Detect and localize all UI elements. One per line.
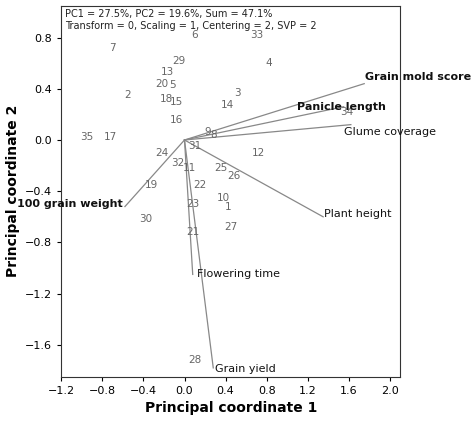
Text: PC1 = 27.5%, PC2 = 19.6%, Sum = 47.1%
Transform = 0, Scaling = 1, Centering = 2,: PC1 = 27.5%, PC2 = 19.6%, Sum = 47.1% Tr… xyxy=(64,9,316,31)
Text: 7: 7 xyxy=(109,43,116,53)
Text: Grain yield: Grain yield xyxy=(215,364,276,374)
Text: 22: 22 xyxy=(193,180,207,190)
Text: 13: 13 xyxy=(160,67,173,77)
Text: 15: 15 xyxy=(170,96,183,107)
Text: 24: 24 xyxy=(155,148,169,158)
Text: 33: 33 xyxy=(250,30,263,40)
Text: 1: 1 xyxy=(224,202,231,212)
Text: 10: 10 xyxy=(217,193,230,203)
Text: 18: 18 xyxy=(159,94,173,104)
Text: 26: 26 xyxy=(227,171,240,181)
Text: 21: 21 xyxy=(186,227,200,237)
Text: 17: 17 xyxy=(104,133,117,142)
X-axis label: Principal coordinate 1: Principal coordinate 1 xyxy=(145,402,317,416)
Text: 25: 25 xyxy=(214,163,227,173)
Text: 12: 12 xyxy=(252,148,265,158)
Text: 34: 34 xyxy=(340,107,354,117)
Text: 14: 14 xyxy=(221,101,234,110)
Text: 16: 16 xyxy=(170,115,183,125)
Text: 9: 9 xyxy=(205,127,211,137)
Text: 100 grain weight: 100 grain weight xyxy=(17,199,123,209)
Y-axis label: Principal coordinate 2: Principal coordinate 2 xyxy=(6,105,19,277)
Text: 30: 30 xyxy=(139,214,152,224)
Text: 27: 27 xyxy=(224,222,237,232)
Text: 8: 8 xyxy=(210,130,217,140)
Text: 23: 23 xyxy=(186,199,200,209)
Text: 5: 5 xyxy=(169,80,175,90)
Text: Panicle length: Panicle length xyxy=(298,102,386,112)
Text: Glume coverage: Glume coverage xyxy=(344,127,436,137)
Text: Grain mold score: Grain mold score xyxy=(365,72,471,83)
Text: 6: 6 xyxy=(191,30,198,40)
Text: 19: 19 xyxy=(145,180,158,190)
Text: 28: 28 xyxy=(188,355,201,365)
Text: 2: 2 xyxy=(125,90,131,100)
Text: 11: 11 xyxy=(183,163,196,173)
Text: 35: 35 xyxy=(80,133,93,142)
Text: 4: 4 xyxy=(265,58,272,68)
Text: Plant height: Plant height xyxy=(324,209,392,219)
Text: 20: 20 xyxy=(155,79,168,89)
Text: 3: 3 xyxy=(235,88,241,98)
Text: 32: 32 xyxy=(171,158,184,168)
Text: 29: 29 xyxy=(173,56,186,66)
Text: 31: 31 xyxy=(188,141,201,152)
Text: Flowering time: Flowering time xyxy=(197,269,280,280)
